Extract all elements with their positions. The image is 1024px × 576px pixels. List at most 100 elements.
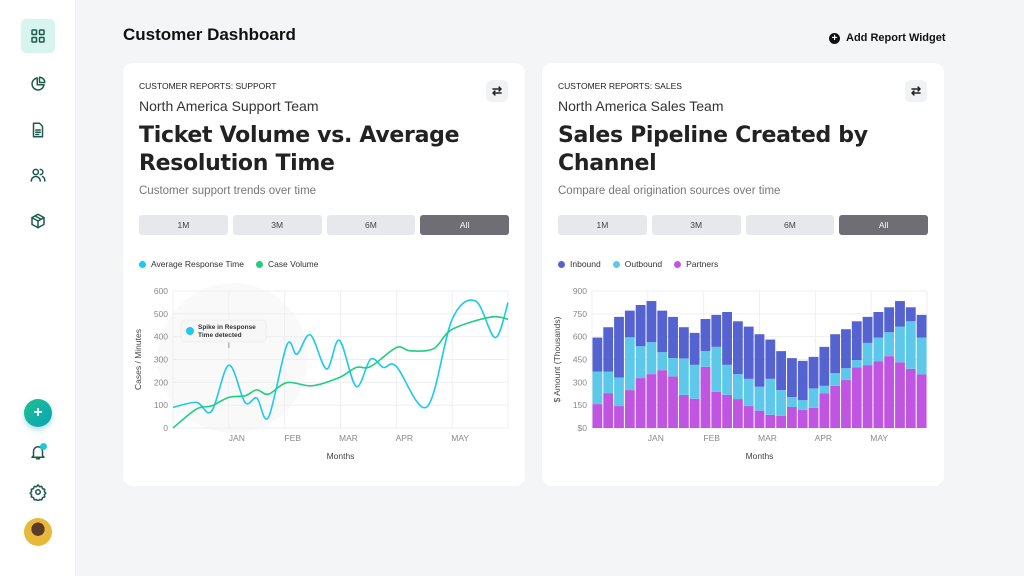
bar-outbound (657, 352, 668, 371)
bar-outbound (797, 400, 808, 411)
range-1m[interactable]: 1M (139, 215, 228, 235)
bar-outbound (668, 358, 678, 377)
info-icon (186, 327, 194, 335)
range-all[interactable]: All (839, 215, 928, 235)
legend-response[interactable]: Average Response Time (139, 259, 244, 269)
bar-partners (614, 406, 624, 428)
bar-partners (905, 368, 916, 428)
card-eyebrow: CUSTOMER REPORTS: SALES (558, 81, 682, 91)
swap-icon[interactable]: ⇄ (486, 80, 508, 102)
x-tick-label: APR (815, 433, 832, 443)
range-all[interactable]: All (420, 215, 509, 235)
legend-inbound[interactable]: Inbound (558, 259, 601, 269)
bar-outbound (873, 337, 884, 362)
bar-inbound (797, 360, 808, 401)
legend-outbound[interactable]: Outbound (612, 259, 662, 269)
bar-inbound (754, 334, 765, 387)
bar-inbound (743, 326, 754, 379)
series-line-0 (172, 299, 509, 420)
bar-outbound (916, 337, 927, 375)
bar-partners (624, 390, 635, 428)
nav-document-icon[interactable] (21, 113, 55, 147)
range-6m[interactable]: 6M (745, 215, 835, 235)
bar-outbound (895, 326, 905, 363)
bar-partners (646, 374, 657, 428)
y-tick-label: 300 (573, 377, 587, 387)
card-eyebrow: CUSTOMER REPORTS: SUPPORT (139, 81, 277, 91)
y-tick-label: 900 (573, 286, 587, 296)
bar-inbound (819, 346, 830, 386)
series-line-1 (172, 315, 509, 429)
x-tick-label: MAR (758, 433, 777, 443)
bar-outbound (603, 371, 614, 394)
bar-outbound (732, 374, 743, 400)
x-tick-label: MAR (339, 433, 358, 443)
card-title: Ticket Volume vs. Average Resolution Tim… (139, 123, 460, 176)
bar-outbound (862, 342, 873, 366)
bar-inbound (776, 351, 787, 391)
y-tick-label: 0 (163, 423, 168, 433)
y-tick-label: 300 (154, 355, 168, 365)
legend-volume[interactable]: Case Volume (255, 259, 319, 269)
bar-outbound (819, 385, 830, 394)
bar-outbound (765, 378, 776, 415)
chart-legend: Average Response Time Case Volume (139, 259, 319, 269)
y-tick-label: 750 (573, 309, 587, 319)
legend-partners[interactable]: Partners (674, 259, 718, 269)
page-title: Customer Dashboard (123, 25, 296, 44)
nav-dashboard-grid-icon[interactable] (21, 19, 55, 53)
swap-icon[interactable]: ⇄ (905, 80, 927, 102)
plus-circle-icon: + (829, 32, 840, 44)
bar-partners (657, 370, 668, 428)
y-tick-label: 500 (154, 309, 168, 319)
settings-gear-icon[interactable] (21, 475, 55, 509)
bar-outbound (689, 364, 700, 399)
bar-inbound (851, 321, 862, 361)
range-3m[interactable]: 3M (232, 215, 322, 235)
nav-users-icon[interactable] (21, 158, 55, 192)
bar-outbound (808, 388, 819, 408)
bar-partners (851, 367, 862, 428)
annotation-text: Spike in Response (198, 324, 256, 331)
notifications-bell-icon[interactable] (21, 435, 55, 469)
x-axis-label: Months (327, 451, 355, 461)
bar-inbound (905, 307, 916, 322)
bar-partners (711, 391, 722, 428)
add-button[interactable]: + (24, 399, 52, 427)
range-1m[interactable]: 1M (558, 215, 647, 235)
bar-partners (884, 356, 895, 428)
x-tick-label: APR (396, 433, 413, 443)
bar-outbound (787, 397, 797, 407)
bar-partners (678, 394, 689, 428)
bar-partners (808, 407, 819, 428)
add-report-widget-button[interactable]: + Add Report Widget (829, 32, 946, 44)
bar-partners (787, 406, 797, 428)
x-tick-label: FEB (284, 433, 301, 443)
bar-inbound (787, 358, 797, 398)
y-tick-label: 600 (154, 286, 168, 296)
range-3m[interactable]: 3M (651, 215, 741, 235)
bar-inbound (732, 321, 743, 375)
bar-partners (754, 410, 765, 428)
bar-outbound (592, 371, 603, 405)
bar-partners (689, 398, 700, 428)
bar-inbound (830, 334, 841, 374)
annotation-box (180, 319, 267, 343)
bar-inbound (614, 316, 624, 378)
bar-inbound (862, 316, 873, 343)
line-chart: 0 100 200 300 400 500 600 JAN FEB MAR APR MAY Months… (133, 283, 509, 461)
bar-partners (797, 410, 808, 428)
y-tick-label: 100 (154, 400, 168, 410)
nav-package-icon[interactable] (21, 204, 55, 238)
user-avatar[interactable] (24, 518, 52, 546)
bar-outbound (700, 351, 711, 367)
bar-outbound (776, 390, 787, 416)
nav-pie-chart-icon[interactable] (21, 67, 55, 101)
range-6m[interactable]: 6M (326, 215, 416, 235)
annotation-text: Time detected (198, 332, 242, 339)
bar-inbound (668, 316, 678, 359)
bar-partners (668, 376, 678, 428)
bar-partners (895, 362, 905, 428)
bar-outbound (711, 346, 722, 392)
card-title: Sales Pipeline Created by Channel (558, 123, 868, 176)
